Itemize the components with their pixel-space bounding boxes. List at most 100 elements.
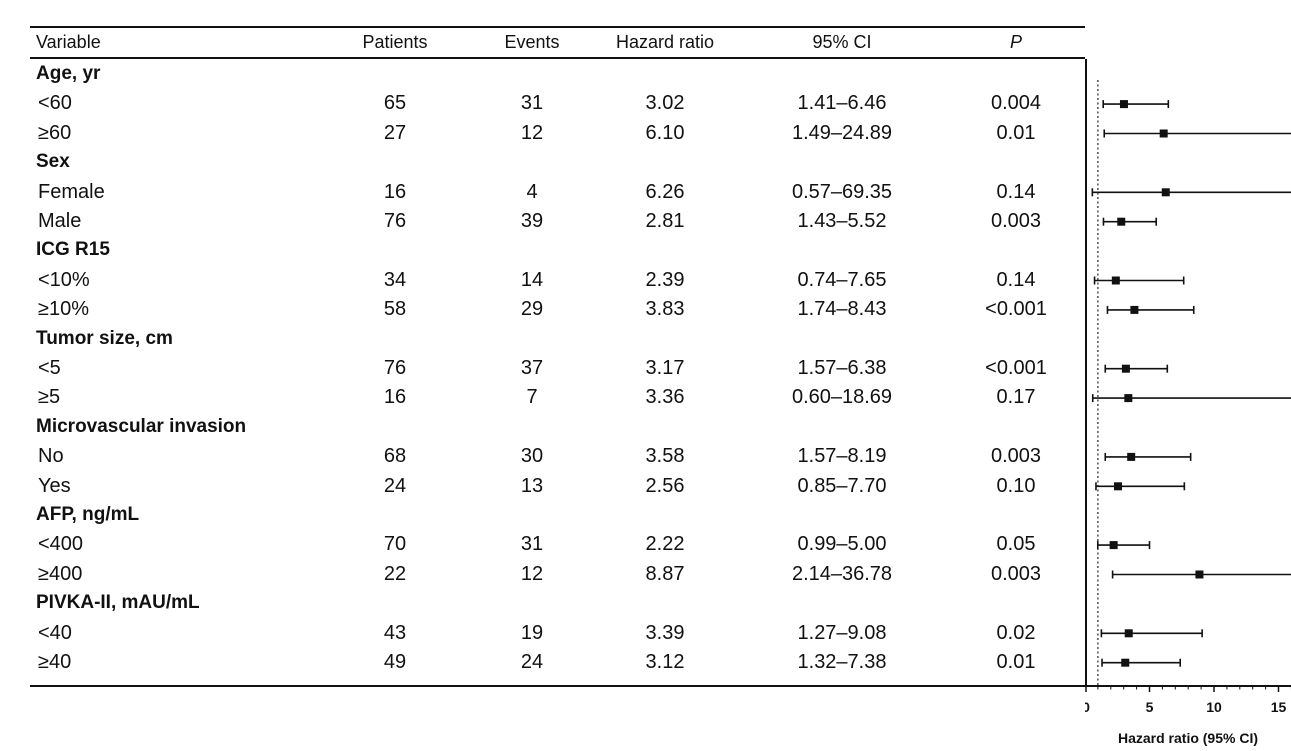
cell-p: <0.001 xyxy=(985,357,1047,379)
group-header-row: Tumor size, cm xyxy=(0,324,1085,353)
cell-events: 29 xyxy=(520,298,544,321)
bottom-rule xyxy=(30,685,1085,687)
cell-hr: 2.22 xyxy=(645,533,685,556)
hr-point xyxy=(1121,658,1130,667)
table-row: ≥40 49 24 3.12 1.32–7.38 0.01 xyxy=(0,647,1085,676)
cell-patients: 58 xyxy=(383,298,407,321)
group-header-row: Microvascular invasion xyxy=(0,412,1085,441)
cell-p: 0.05 xyxy=(996,533,1036,556)
row-label: Yes xyxy=(38,474,71,497)
row-label: <400 xyxy=(38,533,84,556)
cell-ci: 2.14–36.78 xyxy=(791,562,893,585)
cell-ci: 0.85–7.70 xyxy=(797,474,887,497)
cell-events: 37 xyxy=(520,357,544,379)
cell-p: 0.01 xyxy=(996,651,1036,673)
cell-patients: 43 xyxy=(383,621,407,644)
cell-p: 0.003 xyxy=(990,445,1042,468)
group-label: Microvascular invasion xyxy=(36,415,247,437)
hr-point xyxy=(1109,541,1118,550)
table-row: ≥400 22 12 8.87 2.14–36.78 0.003 xyxy=(0,559,1085,588)
header-hazard-ratio: Hazard ratio xyxy=(615,32,715,52)
cell-events: 14 xyxy=(520,268,544,291)
table-row: <40 43 19 3.39 1.27–9.08 0.02 xyxy=(0,618,1085,647)
header-events: Events xyxy=(504,32,560,52)
cell-events: 30 xyxy=(520,445,544,468)
row-label: <5 xyxy=(38,357,61,379)
x-tick-label: 10 xyxy=(1206,699,1222,715)
cell-hr: 6.10 xyxy=(645,121,685,144)
cell-events: 31 xyxy=(520,533,544,556)
cell-events: 7 xyxy=(526,386,538,409)
group-label: PIVKA-II, mAU/mL xyxy=(36,592,200,614)
header-p: P xyxy=(1009,32,1023,52)
row-label: Female xyxy=(38,180,105,203)
cell-hr: 3.39 xyxy=(645,621,685,644)
group-header-row: PIVKA-II, mAU/mL xyxy=(0,588,1085,617)
row-label: <60 xyxy=(38,92,72,115)
cell-hr: 3.02 xyxy=(645,92,685,115)
header-rule xyxy=(30,57,1085,59)
x-axis-label: Hazard ratio (95% CI) xyxy=(1118,730,1258,746)
cell-p: 0.14 xyxy=(996,268,1036,291)
cell-ci: 1.57–8.19 xyxy=(797,445,887,468)
hr-point xyxy=(1161,188,1170,197)
header-variable: Variable xyxy=(36,32,101,52)
cell-hr: 6.26 xyxy=(645,180,685,203)
cell-ci: 0.57–69.35 xyxy=(791,180,893,203)
cell-events: 19 xyxy=(520,621,544,644)
row-label: <40 xyxy=(38,621,72,644)
cell-events: 24 xyxy=(520,651,544,673)
cell-ci: 1.57–6.38 xyxy=(797,357,887,379)
cell-hr: 3.36 xyxy=(645,386,685,409)
table-row: Yes 24 13 2.56 0.85–7.70 0.10 xyxy=(0,471,1085,500)
row-label: ≥10% xyxy=(38,298,90,321)
cell-patients: 27 xyxy=(383,121,407,144)
forest-table: Variable Patients Events Hazard ratio 95… xyxy=(0,26,1085,687)
cell-events: 4 xyxy=(526,180,538,203)
cell-hr: 3.12 xyxy=(645,651,685,673)
table-row: Female 16 4 6.26 0.57–69.35 0.14 xyxy=(0,177,1085,206)
group-header-row: AFP, ng/mL xyxy=(0,500,1085,529)
x-tick-label: 0 xyxy=(1085,699,1090,715)
cell-hr: 3.58 xyxy=(645,445,685,468)
row-label: No xyxy=(38,445,64,468)
cell-ci: 0.99–5.00 xyxy=(797,533,887,556)
table-row: <60 65 31 3.02 1.41–6.46 0.004 xyxy=(0,88,1085,117)
cell-patients: 76 xyxy=(383,210,407,232)
cell-p: 0.003 xyxy=(990,210,1042,232)
hr-point xyxy=(1114,482,1123,491)
group-label: Sex xyxy=(36,151,70,173)
row-label: ≥5 xyxy=(38,386,61,409)
forest-plot-svg: 0 5 10 15 Hazard ratio (95% CI) xyxy=(1085,59,1291,746)
table-row: ≥5 16 7 3.36 0.60–18.69 0.17 xyxy=(0,382,1085,411)
cell-ci: 1.74–8.43 xyxy=(797,298,887,321)
x-tick-label: 15 xyxy=(1271,699,1287,715)
cell-hr: 2.56 xyxy=(645,474,685,497)
cell-patients: 70 xyxy=(383,533,407,556)
cell-ci: 0.74–7.65 xyxy=(797,268,887,291)
table-row: ≥10% 58 29 3.83 1.74–8.43 <0.001 xyxy=(0,294,1085,323)
cell-p: <0.001 xyxy=(985,298,1047,321)
cell-ci: 1.43–5.52 xyxy=(797,210,887,232)
cell-events: 12 xyxy=(520,562,544,585)
cell-hr: 3.17 xyxy=(645,357,685,379)
x-tick-label: 5 xyxy=(1146,699,1154,715)
forest-plot: 0 5 10 15 Hazard ratio (95% CI) xyxy=(1085,0,1291,751)
hr-point xyxy=(1117,217,1126,226)
row-label: Male xyxy=(38,210,82,232)
group-label: Age, yr xyxy=(36,63,101,84)
hr-point xyxy=(1130,305,1139,314)
cell-patients: 34 xyxy=(383,268,407,291)
cell-p: 0.14 xyxy=(996,180,1036,203)
hr-point xyxy=(1127,452,1136,461)
cell-ci: 1.49–24.89 xyxy=(791,121,893,144)
cell-p: 0.003 xyxy=(990,562,1042,585)
cell-events: 13 xyxy=(520,474,544,497)
cell-hr: 8.87 xyxy=(645,562,685,585)
cell-patients: 49 xyxy=(383,651,407,673)
cell-patients: 24 xyxy=(383,474,407,497)
cell-events: 31 xyxy=(520,92,544,115)
row-label: ≥400 xyxy=(38,562,83,585)
hr-point xyxy=(1121,364,1130,373)
cell-ci: 1.32–7.38 xyxy=(797,651,887,673)
